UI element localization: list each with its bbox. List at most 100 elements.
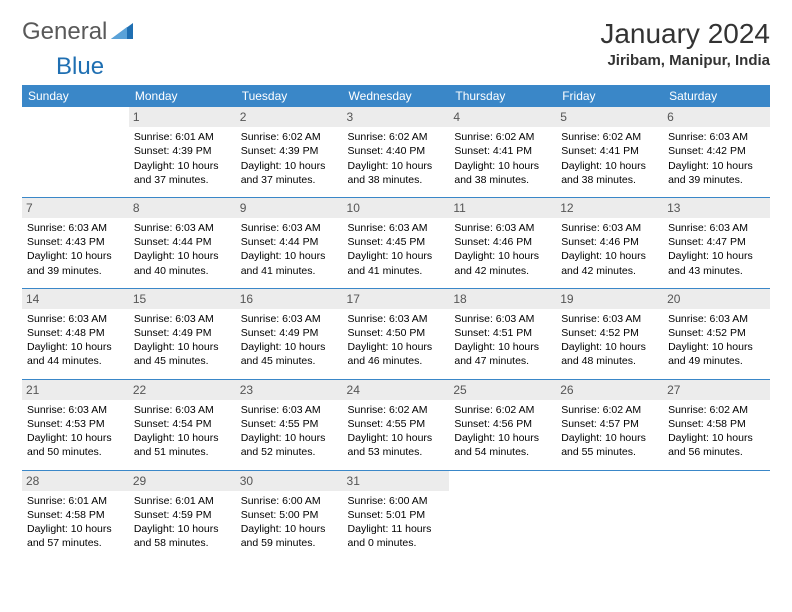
sunrise-line: Sunrise: 6:03 AM <box>668 221 765 235</box>
daylight-line: Daylight: 10 hours and 45 minutes. <box>134 340 231 368</box>
daylight-line: Daylight: 10 hours and 49 minutes. <box>668 340 765 368</box>
daylight-line: Daylight: 10 hours and 41 minutes. <box>348 249 445 277</box>
day-number: 30 <box>236 471 343 491</box>
sunrise-line: Sunrise: 6:03 AM <box>241 403 338 417</box>
calendar-cell: 5 Sunrise: 6:02 AMSunset: 4:41 PMDaylight… <box>556 107 663 197</box>
sunset-line: Sunset: 4:44 PM <box>134 235 231 249</box>
calendar-cell: 4Sunrise: 6:02 AMSunset: 4:41 PMDaylight… <box>449 107 556 197</box>
sunset-line: Sunset: 4:57 PM <box>561 417 658 431</box>
calendar-cell: 29 Sunrise: 6:01 AMSunset: 4:59 PMDayligh… <box>129 470 236 560</box>
daylight-line: Daylight: 10 hours and 48 minutes. <box>561 340 658 368</box>
day-number: 22 <box>129 380 236 400</box>
sunrise-line: Sunrise: 6:02 AM <box>348 130 445 144</box>
cell-body: Sunrise: 6:03 AMSunset: 4:45 PMDaylight:… <box>347 221 446 280</box>
sunset-line: Sunset: 4:46 PM <box>454 235 551 249</box>
day-number: 27 <box>663 380 770 400</box>
sunrise-line: Sunrise: 6:00 AM <box>348 494 445 508</box>
calendar-cell <box>22 107 129 197</box>
cell-body: Sunrise: 6:03 AMSunset: 4:48 PMDaylight:… <box>26 312 125 371</box>
daylight-line: Daylight: 10 hours and 44 minutes. <box>27 340 124 368</box>
calendar-cell: 2Sunrise: 6:02 AMSunset: 4:39 PMDaylight… <box>236 107 343 197</box>
sunset-line: Sunset: 4:39 PM <box>134 144 231 158</box>
sunrise-line: Sunrise: 6:03 AM <box>348 221 445 235</box>
daylight-line: Daylight: 10 hours and 39 minutes. <box>27 249 124 277</box>
sunrise-line: Sunrise: 6:03 AM <box>27 221 124 235</box>
daylight-line: Daylight: 10 hours and 51 minutes. <box>134 431 231 459</box>
cell-body: Sunrise: 6:01 AMSunset: 4:58 PMDaylight:… <box>26 494 125 553</box>
weekday-header: Wednesday <box>343 85 450 107</box>
day-number: 29 <box>129 471 236 491</box>
daylight-line: Daylight: 10 hours and 42 minutes. <box>454 249 551 277</box>
cell-body: Sunrise: 6:03 AMSunset: 4:52 PMDaylight:… <box>667 312 766 371</box>
sunrise-line: Sunrise: 6:01 AM <box>27 494 124 508</box>
day-number: 17 <box>343 289 450 309</box>
sunrise-line: Sunrise: 6:02 AM <box>348 403 445 417</box>
calendar-cell: 18Sunrise: 6:03 AMSunset: 4:51 PMDayligh… <box>449 288 556 379</box>
day-number: 31 <box>343 471 450 491</box>
calendar-cell <box>663 470 770 560</box>
cell-body: Sunrise: 6:03 AMSunset: 4:51 PMDaylight:… <box>453 312 552 371</box>
daylight-line: Daylight: 10 hours and 53 minutes. <box>348 431 445 459</box>
sunset-line: Sunset: 5:00 PM <box>241 508 338 522</box>
sunrise-line: Sunrise: 6:03 AM <box>134 403 231 417</box>
calendar-cell: 25Sunrise: 6:02 AMSunset: 4:56 PMDayligh… <box>449 379 556 470</box>
cell-body: Sunrise: 6:02 AMSunset: 4:57 PMDaylight:… <box>560 403 659 462</box>
cell-body: Sunrise: 6:02 AMSunset: 4:40 PMDaylight:… <box>347 130 446 189</box>
daylight-line: Daylight: 10 hours and 45 minutes. <box>241 340 338 368</box>
sunset-line: Sunset: 4:43 PM <box>27 235 124 249</box>
daylight-line: Daylight: 10 hours and 40 minutes. <box>134 249 231 277</box>
sunrise-line: Sunrise: 6:02 AM <box>241 130 338 144</box>
calendar-header-row: SundayMondayTuesdayWednesdayThursdayFrid… <box>22 85 770 107</box>
cell-body: Sunrise: 6:01 AMSunset: 4:59 PMDaylight:… <box>133 494 232 553</box>
calendar-row: 21Sunrise: 6:03 AMSunset: 4:53 PMDayligh… <box>22 379 770 470</box>
sunset-line: Sunset: 4:59 PM <box>134 508 231 522</box>
cell-body: Sunrise: 6:03 AMSunset: 4:54 PMDaylight:… <box>133 403 232 462</box>
daylight-line: Daylight: 10 hours and 43 minutes. <box>668 249 765 277</box>
sunset-line: Sunset: 4:45 PM <box>348 235 445 249</box>
sunrise-line: Sunrise: 6:03 AM <box>27 403 124 417</box>
sunset-line: Sunset: 4:49 PM <box>134 326 231 340</box>
calendar-cell <box>556 470 663 560</box>
sunrise-line: Sunrise: 6:03 AM <box>27 312 124 326</box>
weekday-header: Tuesday <box>236 85 343 107</box>
logo-text: General <box>22 18 107 46</box>
calendar-cell: 6Sunrise: 6:03 AMSunset: 4:42 PMDaylight… <box>663 107 770 197</box>
calendar-cell: 1Sunrise: 6:01 AMSunset: 4:39 PMDaylight… <box>129 107 236 197</box>
sunset-line: Sunset: 4:58 PM <box>668 417 765 431</box>
weekday-header: Monday <box>129 85 236 107</box>
sunset-line: Sunset: 4:44 PM <box>241 235 338 249</box>
sunrise-line: Sunrise: 6:02 AM <box>668 403 765 417</box>
sunset-line: Sunset: 4:56 PM <box>454 417 551 431</box>
logo-accent: Blue <box>56 53 792 81</box>
cell-body: Sunrise: 6:02 AMSunset: 4:41 PMDaylight:… <box>560 130 659 189</box>
calendar-cell: 26Sunrise: 6:02 AMSunset: 4:57 PMDayligh… <box>556 379 663 470</box>
sunrise-line: Sunrise: 6:01 AM <box>134 494 231 508</box>
cell-body: Sunrise: 6:03 AMSunset: 4:47 PMDaylight:… <box>667 221 766 280</box>
cell-body: Sunrise: 6:02 AMSunset: 4:41 PMDaylight:… <box>453 130 552 189</box>
day-number: 12 <box>556 198 663 218</box>
sunset-line: Sunset: 4:40 PM <box>348 144 445 158</box>
cell-body: Sunrise: 6:02 AMSunset: 4:55 PMDaylight:… <box>347 403 446 462</box>
day-number: 5 <box>556 107 663 127</box>
sunset-line: Sunset: 4:39 PM <box>241 144 338 158</box>
day-number: 8 <box>129 198 236 218</box>
daylight-line: Daylight: 10 hours and 38 minutes. <box>561 159 658 187</box>
day-number: 23 <box>236 380 343 400</box>
calendar-cell: 31Sunrise: 6:00 AMSunset: 5:01 PMDayligh… <box>343 470 450 560</box>
daylight-line: Daylight: 11 hours and 0 minutes. <box>348 522 445 550</box>
sunrise-line: Sunrise: 6:03 AM <box>454 221 551 235</box>
day-number: 15 <box>129 289 236 309</box>
calendar-cell: 10Sunrise: 6:03 AMSunset: 4:45 PMDayligh… <box>343 197 450 288</box>
cell-body: Sunrise: 6:03 AMSunset: 4:49 PMDaylight:… <box>240 312 339 371</box>
day-number: 6 <box>663 107 770 127</box>
cell-body: Sunrise: 6:03 AMSunset: 4:43 PMDaylight:… <box>26 221 125 280</box>
calendar-cell: 11Sunrise: 6:03 AMSunset: 4:46 PMDayligh… <box>449 197 556 288</box>
sunrise-line: Sunrise: 6:03 AM <box>348 312 445 326</box>
sunrise-line: Sunrise: 6:02 AM <box>454 403 551 417</box>
calendar-row: 7Sunrise: 6:03 AMSunset: 4:43 PMDaylight… <box>22 197 770 288</box>
sunset-line: Sunset: 4:42 PM <box>668 144 765 158</box>
day-number: 13 <box>663 198 770 218</box>
weekday-header: Saturday <box>663 85 770 107</box>
cell-body: Sunrise: 6:03 AMSunset: 4:49 PMDaylight:… <box>133 312 232 371</box>
day-number: 2 <box>236 107 343 127</box>
